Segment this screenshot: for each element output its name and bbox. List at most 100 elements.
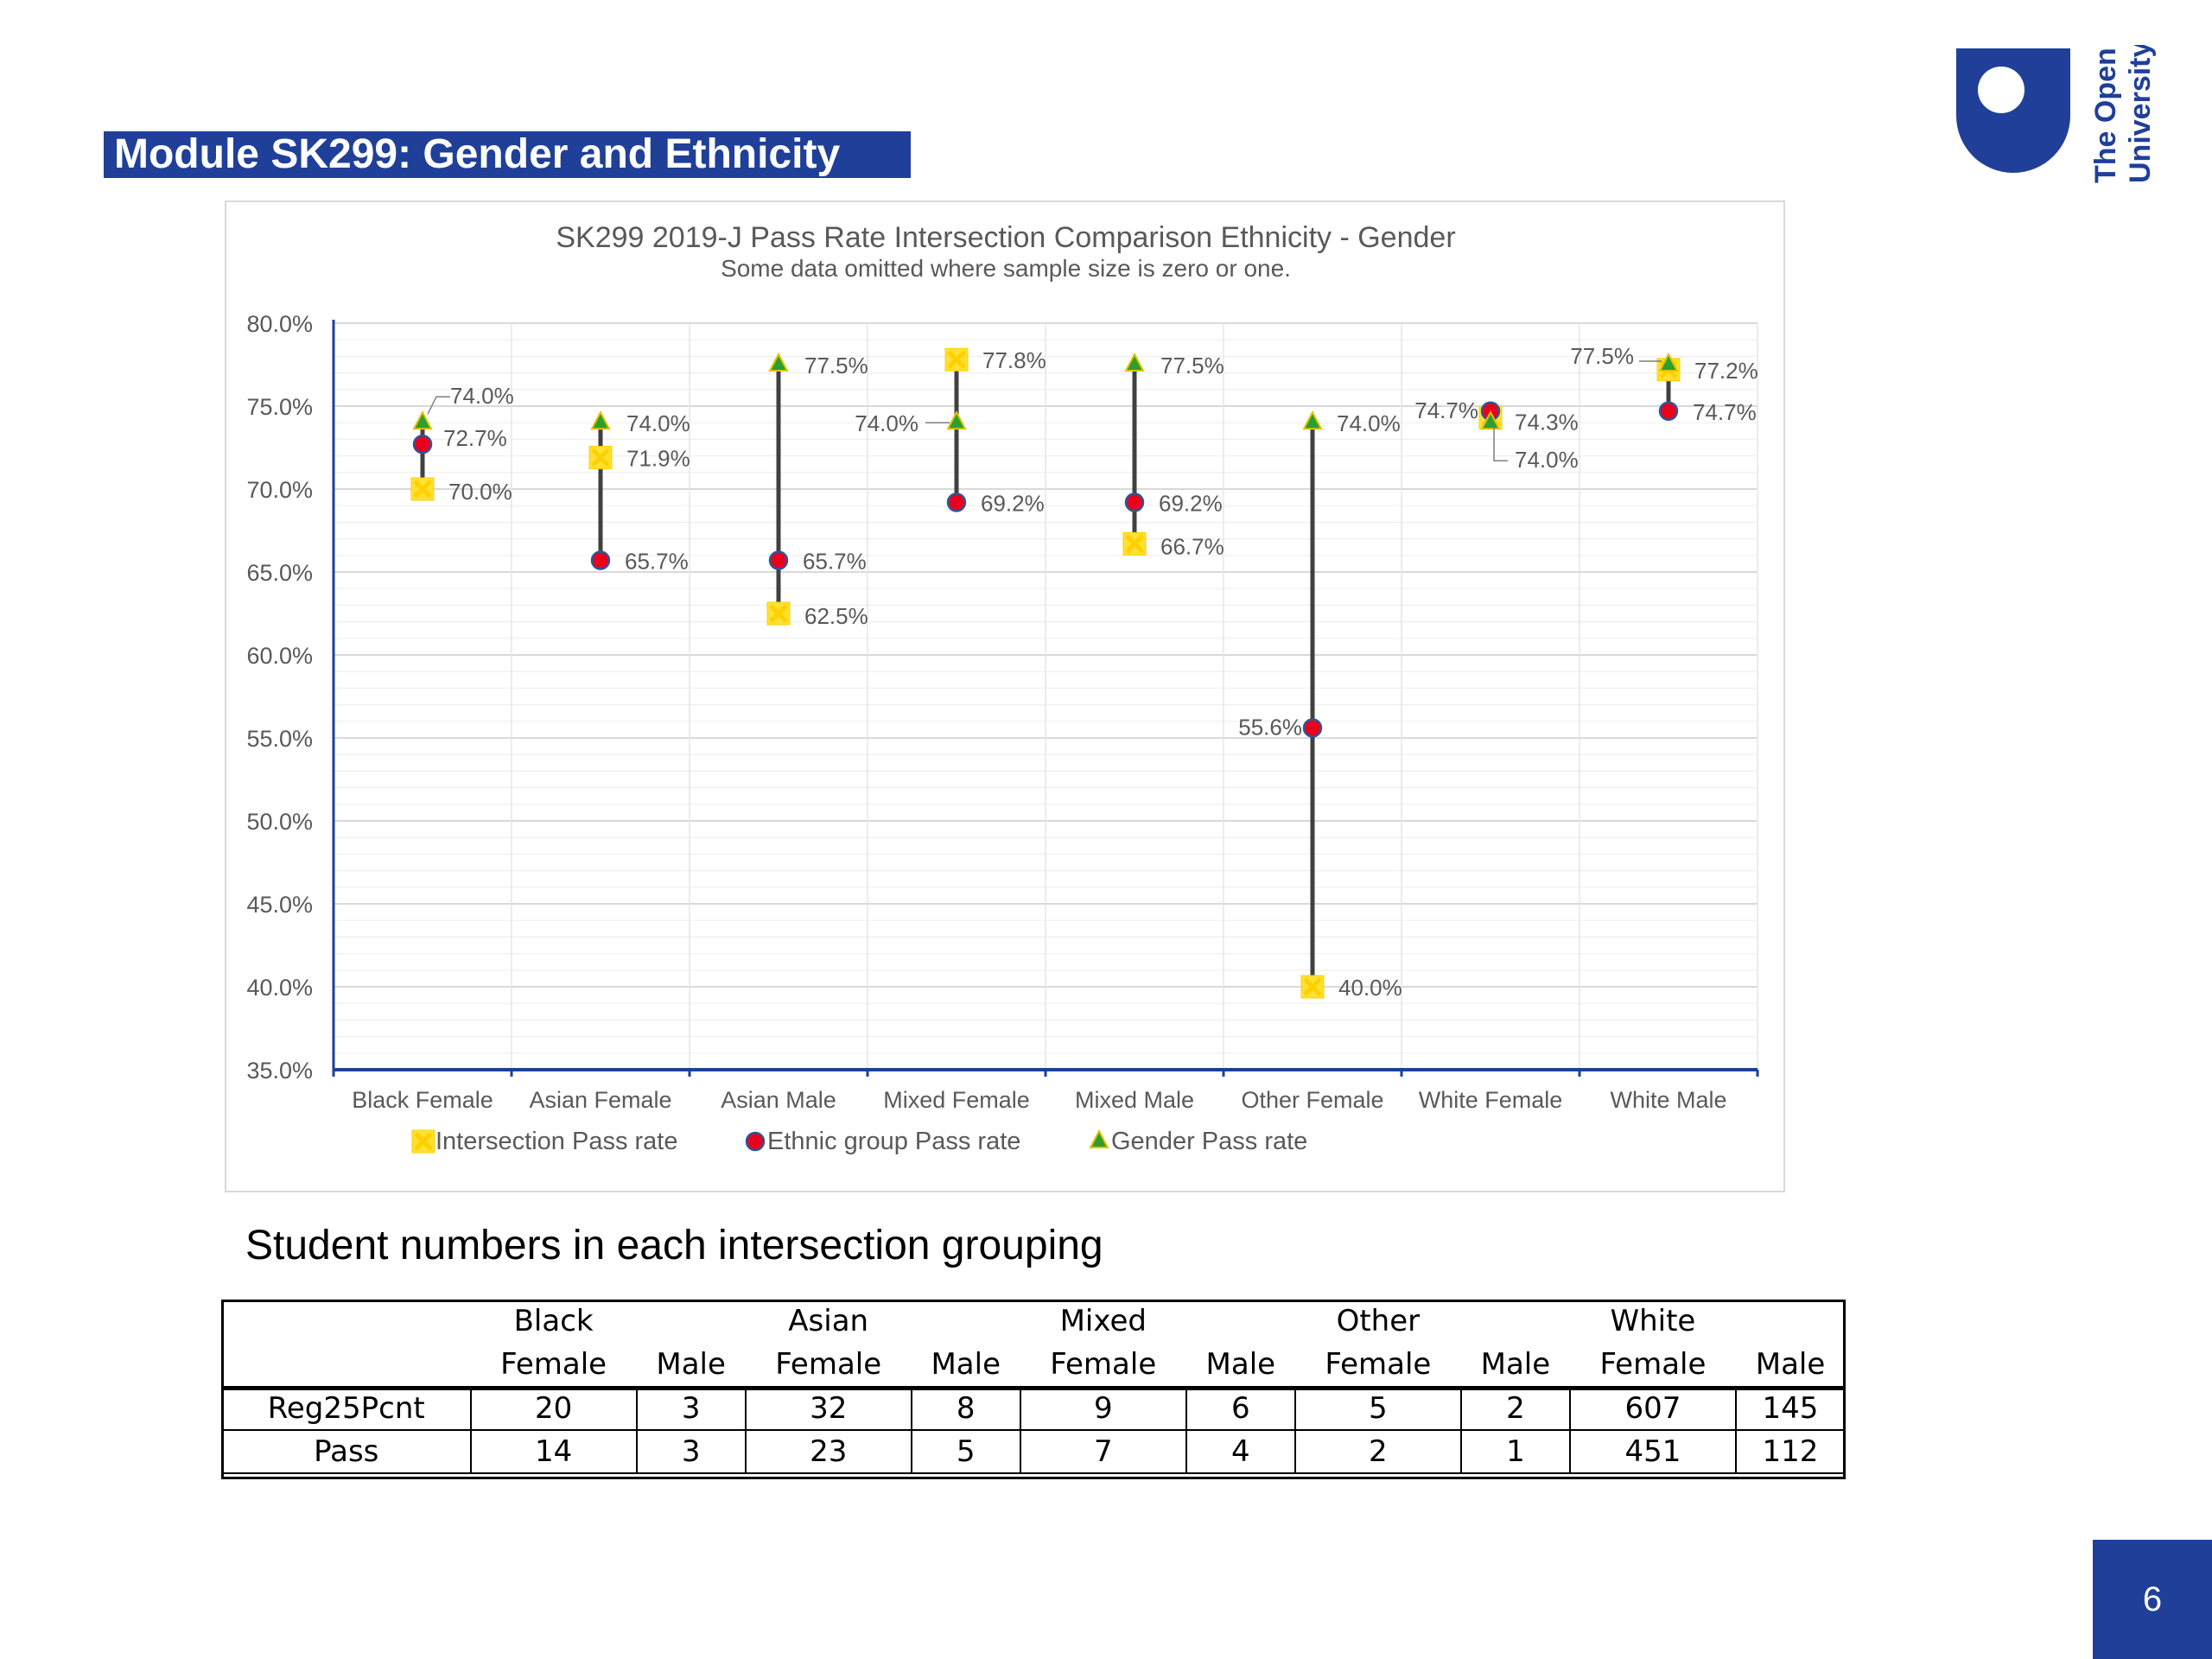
table-cell: 32 [744, 1386, 912, 1431]
legend-label: Intersection Pass rate [435, 1128, 677, 1155]
logo-text-line1: The Open [2089, 48, 2122, 183]
marker-circle [946, 493, 967, 512]
y-tick-label: 65.0% [246, 560, 313, 586]
table-cell: 451 [1568, 1429, 1738, 1474]
marker-cross [413, 480, 432, 499]
table-cell: 8 [910, 1386, 1021, 1431]
data-label: 74.0% [1337, 410, 1401, 436]
open-university-logo: The Open University [1956, 45, 2157, 183]
y-tick-label: 75.0% [246, 394, 313, 420]
data-label: 77.5% [1160, 353, 1224, 378]
legend-label: Gender Pass rate [1111, 1128, 1307, 1155]
data-label: 74.0% [626, 410, 690, 436]
marker-triangle [946, 410, 967, 430]
marker-cross [1125, 534, 1144, 554]
y-tick-label: 60.0% [246, 643, 313, 669]
data-label: 77.8% [982, 347, 1046, 373]
table-header-cell: Male [1480, 1347, 1551, 1382]
y-axis: 35.0% 40.0% 45.0% 50.0% 55.0% 60.0% 65.0% 70.0%… [246, 311, 335, 1084]
table-cell: 2 [1459, 1386, 1571, 1431]
data-label: 74.0% [1515, 447, 1579, 473]
slide-title: Module SK299: Gender and Ethnicity [104, 131, 911, 178]
data-label: 69.2% [1159, 490, 1223, 516]
logo-shield-icon [1956, 48, 2070, 173]
table-cell: 9 [1019, 1386, 1187, 1431]
data-label: 72.7% [443, 425, 507, 451]
range-lines [420, 359, 1671, 987]
marker-circle [412, 434, 433, 454]
legend-triangle-icon [1089, 1128, 1109, 1148]
data-label: 40.0% [1338, 975, 1402, 1001]
student-numbers-table: Black Asian Mixed Other White Female Mal… [221, 1300, 1846, 1474]
marker-triangle [1124, 352, 1145, 372]
table-header-cell: Male [931, 1347, 1001, 1382]
table-header-cell: Other [1336, 1304, 1421, 1338]
data-label: 65.7% [803, 549, 867, 575]
leader-line [427, 396, 450, 415]
chart-gridlines [333, 322, 1758, 1071]
marker-circle [1658, 401, 1679, 422]
legend-circle-icon [745, 1131, 766, 1152]
chart-markers [410, 347, 1681, 999]
marker-cross [947, 350, 966, 370]
table-cell: 6 [1185, 1386, 1296, 1431]
data-label: 66.7% [1160, 533, 1224, 559]
data-label: 74.7% [1693, 399, 1757, 425]
data-label: 71.9% [626, 446, 690, 472]
table-cell: 4 [1185, 1429, 1296, 1474]
marker-cross [769, 604, 788, 623]
data-label: 55.6% [1238, 714, 1302, 740]
marker-triangle [1658, 352, 1679, 372]
marker-triangle [590, 410, 611, 430]
x-tick-label: White Male [1610, 1087, 1726, 1113]
table-cell: 3 [635, 1386, 747, 1431]
table-header-cell: White [1610, 1304, 1696, 1338]
table-cell: 5 [910, 1429, 1021, 1474]
data-label: 77.5% [804, 353, 868, 378]
y-tick-label: 40.0% [246, 975, 313, 1001]
table-cell: 14 [469, 1429, 638, 1474]
marker-x-square [410, 477, 435, 501]
x-tick-label: Mixed Female [883, 1087, 1030, 1113]
table-header-cell [637, 1300, 746, 1343]
marker-cross [591, 448, 610, 467]
marker-x-square [766, 601, 791, 626]
table-header-cell [1736, 1300, 1845, 1343]
table-header-cell [1186, 1300, 1295, 1343]
marker-x-square [944, 347, 969, 372]
table-header-cell [222, 1343, 471, 1387]
data-label: 69.2% [981, 490, 1045, 516]
table-header-cell: Female [500, 1347, 607, 1382]
table-cell: 7 [1019, 1429, 1187, 1474]
leader-line [1493, 428, 1508, 461]
data-label: 77.2% [1694, 358, 1758, 384]
marker-circle [1302, 718, 1323, 738]
x-tick-label: Mixed Male [1075, 1087, 1194, 1113]
table-header-cell [912, 1300, 1020, 1343]
table-heading: Student numbers in each intersection gro… [245, 1223, 1103, 1268]
table-cell: 607 [1568, 1386, 1738, 1431]
x-tick-label: White Female [1419, 1087, 1563, 1113]
chart-subtitle: Some data omitted where sample size is z… [721, 255, 1291, 282]
marker-circle [768, 550, 789, 570]
data-label: 74.0% [450, 383, 514, 409]
marker-circle [590, 550, 611, 570]
marker-triangle [412, 410, 433, 430]
table-cell: 1 [1459, 1429, 1571, 1474]
table-cell: 5 [1294, 1386, 1462, 1431]
marker-x-square [588, 446, 613, 470]
marker-triangle [1302, 410, 1323, 430]
table-cell: 3 [635, 1429, 747, 1474]
data-label: 62.5% [804, 603, 868, 629]
table-cell: 112 [1735, 1429, 1846, 1474]
marker-cross [1303, 977, 1322, 996]
y-tick-label: 50.0% [246, 809, 313, 835]
marker-x-square [1300, 975, 1325, 999]
table-header-cell: Female [1050, 1347, 1157, 1382]
table-header-cell [1461, 1300, 1570, 1343]
table-header-rule [221, 1388, 1846, 1390]
table-cell: 20 [469, 1386, 638, 1431]
table-row-reg25pcnt: Reg25Pcnt 20 3 32 8 9 6 5 2 607 145 [221, 1386, 1846, 1431]
x-tick-label: Asian Female [529, 1087, 671, 1113]
table-header-cell: Female [1325, 1347, 1432, 1382]
